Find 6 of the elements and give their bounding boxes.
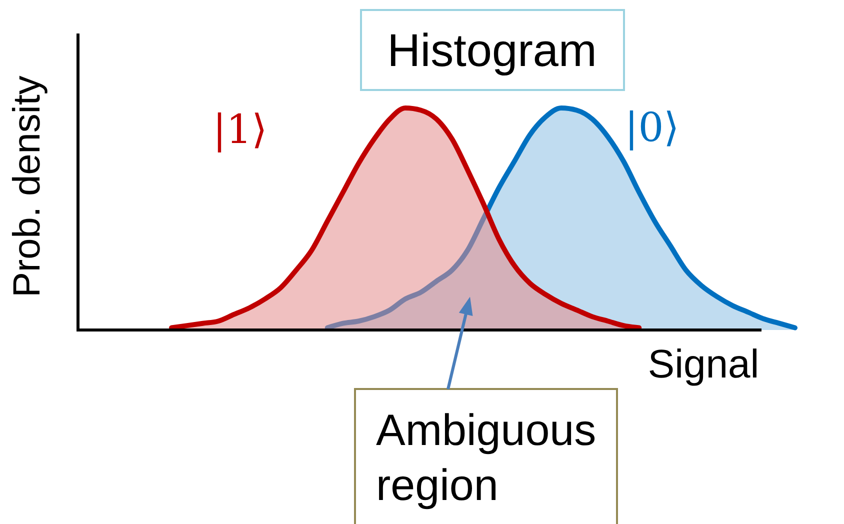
- text: |1⟩: [212, 107, 268, 153]
- x-axis-title: Signal: [648, 342, 760, 386]
- series-label: |0⟩: [624, 105, 680, 151]
- chart-title: Histogram: [387, 24, 597, 76]
- y-axis-title: Prob. density: [6, 76, 48, 298]
- text: Ambiguous region: [376, 406, 596, 510]
